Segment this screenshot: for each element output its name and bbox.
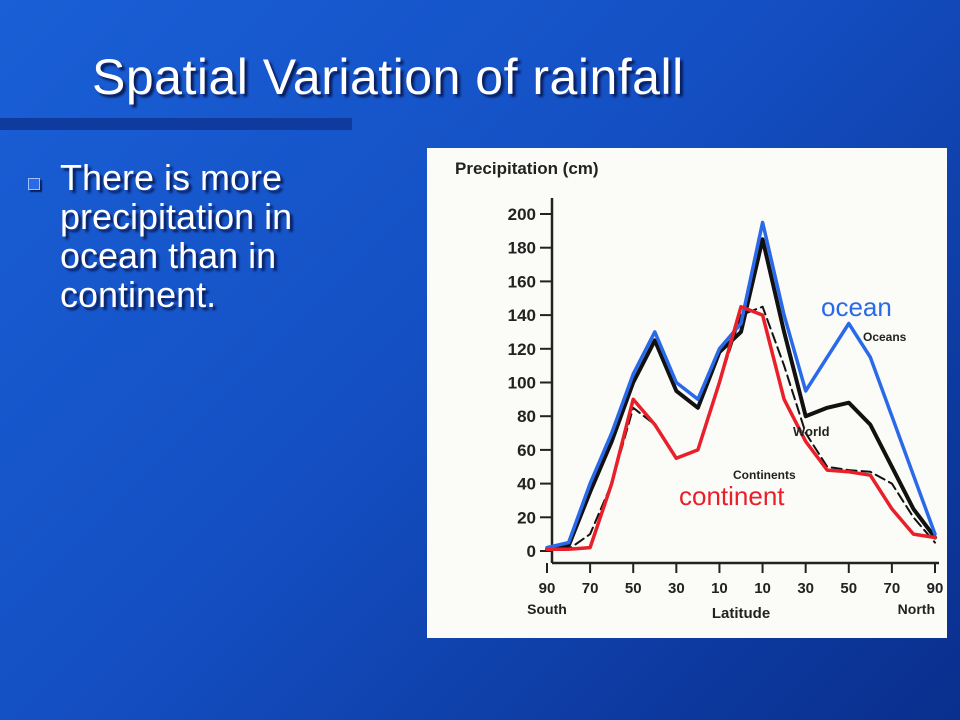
series-label-continents: Continents (733, 468, 796, 482)
y-tick-label: 160 (508, 272, 536, 291)
x-end-label-south: South (527, 601, 567, 617)
chart-title: Precipitation (cm) (455, 159, 599, 178)
annotation-continent: continent (679, 481, 785, 511)
y-tick-label: 200 (508, 205, 536, 224)
x-tick-label: 70 (582, 580, 599, 597)
bullet-list: There is more precipitation in ocean tha… (28, 158, 398, 314)
square-bullet-icon (28, 178, 40, 190)
x-tick-label: 30 (668, 580, 685, 597)
chart-series (545, 220, 937, 552)
precipitation-chart: Precipitation (cm) 0 20 40 60 80 100 120 140 160 1… (455, 159, 943, 622)
chart-axes (540, 198, 939, 573)
chart-labels: Precipitation (cm) 0 20 40 60 80 100 120 140 160 1… (455, 159, 943, 622)
series-line-continent (545, 304, 937, 552)
series-line-world (545, 237, 937, 552)
series-label-world: World (793, 424, 830, 439)
y-tick-label: 0 (527, 542, 536, 561)
bullet-item: There is more precipitation in ocean tha… (28, 158, 398, 314)
annotation-ocean: ocean (821, 292, 892, 322)
series-line-continents (546, 305, 936, 551)
y-tick-label: 120 (508, 340, 536, 359)
precipitation-chart-figure: Precipitation (cm) 0 20 40 60 80 100 120 140 160 1… (427, 148, 947, 638)
y-tick-label: 60 (517, 441, 536, 460)
slide-title: Spatial Variation of rainfall (92, 49, 684, 105)
x-axis-label: Latitude (712, 605, 770, 622)
x-tick-label: 50 (840, 580, 857, 597)
y-tick-label: 140 (508, 306, 536, 325)
bullet-text: There is more precipitation in ocean tha… (60, 157, 293, 315)
x-tick-label: 90 (539, 580, 556, 597)
y-tick-label: 80 (517, 407, 536, 426)
x-tick-label: 90 (927, 580, 944, 597)
x-end-label-north: North (898, 601, 935, 617)
x-tick-label: 10 (754, 580, 771, 597)
y-tick-label: 100 (508, 374, 536, 393)
title-underline-bar (0, 118, 352, 130)
x-tick-label: 50 (625, 580, 642, 597)
series-label-oceans: Oceans (863, 330, 907, 344)
x-tick-label: 70 (884, 580, 901, 597)
x-tick-label: 30 (797, 580, 814, 597)
x-tick-label: 10 (711, 580, 728, 597)
series-line-oceans (545, 220, 937, 550)
y-tick-label: 20 (517, 508, 536, 527)
y-tick-label: 40 (517, 475, 536, 494)
y-tick-label: 180 (508, 239, 536, 258)
